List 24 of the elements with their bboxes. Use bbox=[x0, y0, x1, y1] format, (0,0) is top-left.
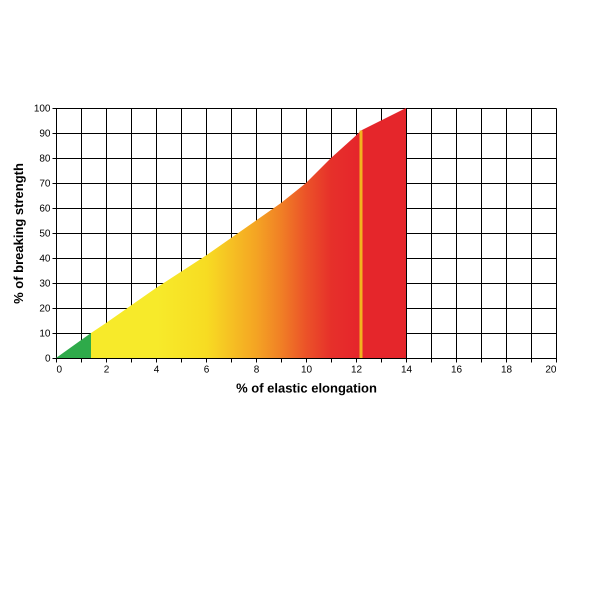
x-tick-label: 10 bbox=[300, 364, 312, 376]
y-tick-label: 30 bbox=[39, 278, 51, 290]
x-tick-label: 4 bbox=[154, 364, 160, 376]
y-tick-label: 90 bbox=[39, 128, 51, 140]
y-tick-label: 20 bbox=[39, 304, 51, 314]
y-tick-label: 40 bbox=[39, 254, 51, 264]
y-tick-label: 70 bbox=[39, 178, 51, 190]
x-tick-label: 6 bbox=[204, 364, 210, 376]
x-tick-label: 20 bbox=[545, 364, 557, 376]
x-tick-label: 16 bbox=[450, 364, 462, 376]
x-tick-label: 2 bbox=[104, 364, 110, 376]
y-tick-label: 10 bbox=[39, 328, 51, 340]
y-tick-label: 80 bbox=[39, 154, 51, 164]
x-tick-label: 0 bbox=[56, 364, 62, 376]
y-tick-label: 50 bbox=[39, 228, 51, 240]
x-axis-title: % of elastic elongation bbox=[236, 380, 377, 396]
x-tick-label: 18 bbox=[500, 364, 512, 376]
x-tick-label: 14 bbox=[400, 364, 412, 376]
y-axis-title: % of breaking strength bbox=[10, 163, 26, 304]
y-tick-label: 100 bbox=[34, 104, 51, 114]
x-tick-label: 12 bbox=[350, 364, 362, 376]
y-tick-label: 60 bbox=[39, 204, 51, 214]
y-tick-label: 0 bbox=[44, 354, 51, 364]
x-tick-label: 8 bbox=[254, 364, 260, 376]
